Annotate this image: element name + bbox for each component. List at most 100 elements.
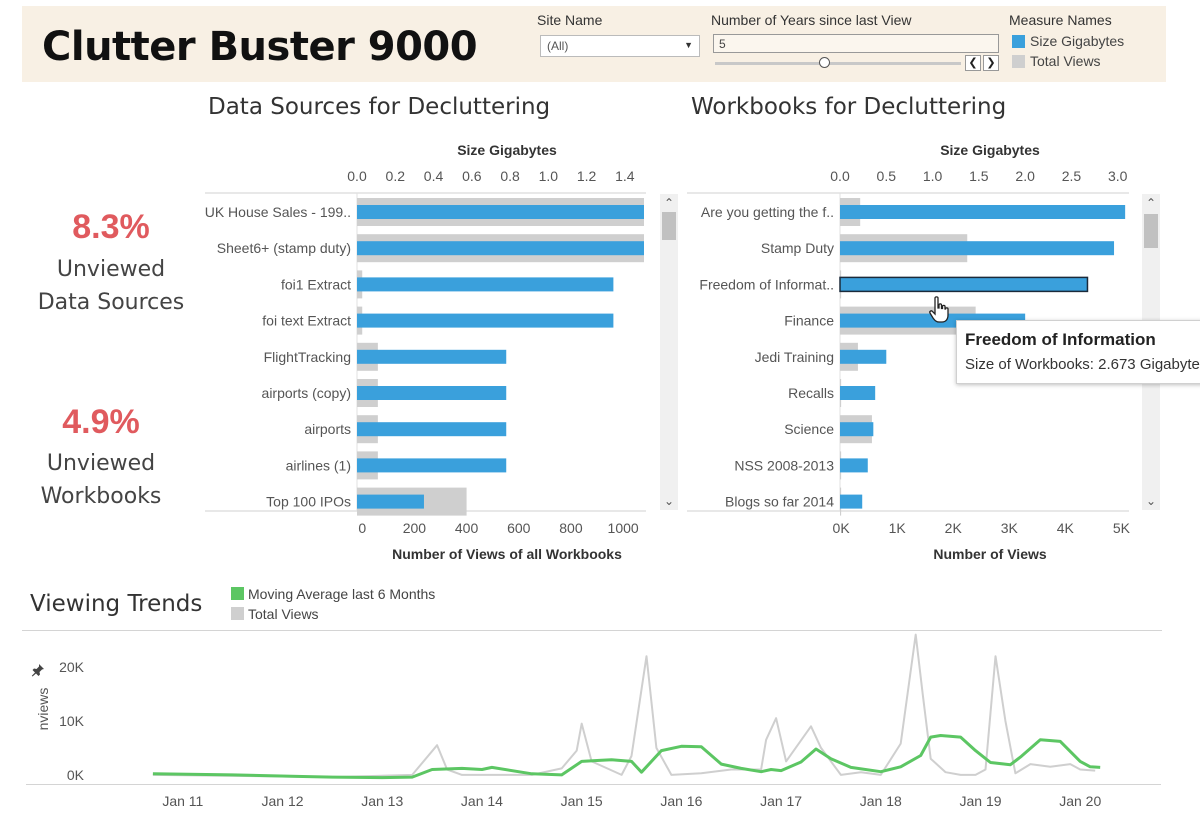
top-tick-label: 1.0	[923, 168, 943, 184]
category-label: airlines (1)	[286, 457, 351, 473]
size-bar	[840, 494, 863, 509]
size-bar	[840, 386, 876, 400]
category-label: UK House Sales - 199..	[205, 204, 351, 220]
ds-top-axis-title: Size Gigabytes	[457, 142, 557, 158]
chevron-right-icon: ❯	[986, 57, 996, 69]
category-label: NSS 2008-2013	[734, 457, 834, 473]
scroll-down-icon[interactable]: ⌄	[663, 494, 675, 508]
size-bar	[839, 276, 1089, 293]
bottom-tick-label: 4K	[1057, 520, 1075, 536]
category-label: Stamp Duty	[761, 240, 834, 256]
bottom-tick-label: 3K	[1001, 520, 1019, 536]
hand-cursor-icon	[929, 296, 949, 323]
ds-bottom-axis-title: Number of Views of all Workbooks	[392, 546, 622, 562]
x-tick-label: Jan 13	[361, 793, 403, 809]
size-bar	[840, 205, 1126, 219]
y-tick-label: 20K	[59, 659, 85, 675]
chevron-down-icon: ▼	[684, 40, 693, 50]
scroll-up-icon[interactable]: ⌃	[663, 196, 675, 210]
kpi-unviewed-data-sources-label: Unviewed Data Sources	[21, 253, 201, 319]
scroll-down-icon[interactable]: ⌄	[1145, 494, 1157, 508]
category-label: Sheet6+ (stamp duty)	[217, 240, 351, 256]
x-tick-label: Jan 18	[860, 793, 902, 809]
size-bar	[357, 313, 614, 328]
top-tick-label: 0.6	[462, 168, 482, 184]
kpi-unviewed-workbooks-value: 4.9%	[62, 403, 140, 441]
slider-decrement-button[interactable]: ❮	[965, 55, 981, 71]
category-label: FlightTracking	[264, 349, 351, 365]
x-tick-label: Jan 15	[561, 793, 603, 809]
scroll-thumb[interactable]	[1144, 214, 1158, 248]
x-tick-label: Jan 20	[1059, 793, 1101, 809]
legend-moving-average[interactable]: Moving Average last 6 Months	[248, 586, 436, 602]
category-label: airports	[304, 421, 351, 437]
years-label: Number of Years since last View	[711, 12, 912, 28]
size-bar	[357, 494, 424, 509]
x-tick-label: Jan 11	[162, 793, 203, 809]
years-input[interactable]: 5	[713, 34, 999, 53]
size-bar	[357, 277, 614, 292]
years-slider-handle[interactable]	[819, 57, 830, 68]
total-views-line	[152, 633, 1096, 779]
x-tick-label: Jan 17	[760, 793, 802, 809]
scroll-thumb[interactable]	[662, 212, 676, 240]
bottom-tick-label: 1K	[889, 520, 907, 536]
x-tick-label: Jan 16	[660, 793, 702, 809]
years-slider-track[interactable]	[715, 62, 961, 65]
slider-increment-button[interactable]: ❯	[983, 55, 999, 71]
pin-icon[interactable]	[31, 663, 45, 677]
top-tick-label: 1.5	[969, 168, 989, 184]
tooltip-body: Size of Workbooks: 2.673 Gigabytes	[965, 356, 1200, 373]
legend-total-views[interactable]: Total Views	[1030, 53, 1101, 69]
size-bar	[357, 458, 507, 473]
site-name-label: Site Name	[537, 12, 603, 28]
x-axis-line	[26, 784, 1161, 785]
site-name-value: (All)	[547, 39, 569, 53]
bottom-tick-label: 600	[507, 520, 531, 536]
x-tick-label: Jan 12	[262, 793, 304, 809]
bottom-tick-label: 0	[358, 520, 366, 536]
workbooks-title: Workbooks for Decluttering	[691, 94, 1007, 120]
measure-names-label: Measure Names	[1009, 12, 1112, 28]
top-tick-label: 0.8	[500, 168, 520, 184]
top-tick-label: 0.5	[877, 168, 897, 184]
top-tick-label: 0.4	[424, 168, 444, 184]
wb-bottom-axis-title: Number of Views	[933, 546, 1047, 562]
scroll-up-icon[interactable]: ⌃	[1145, 196, 1157, 210]
legend-total-views-trend[interactable]: Total Views	[248, 606, 319, 622]
legend-swatch-size	[1012, 35, 1025, 48]
bottom-tick-label: 200	[403, 520, 427, 536]
section-divider	[22, 630, 1162, 631]
top-tick-label: 0.0	[830, 168, 850, 184]
size-bar	[357, 349, 507, 364]
size-bar	[357, 386, 507, 400]
x-tick-label: Jan 19	[959, 793, 1001, 809]
data-sources-chart[interactable]: 0.0 0.2 0.4 0.6 0.8 1.0 1.2 1.4 0 200 400 600 800 100…	[0, 0, 680, 600]
bar-tooltip: Freedom of Information Size of Workbooks…	[956, 320, 1200, 384]
legend-size-gigabytes[interactable]: Size Gigabytes	[1030, 33, 1125, 49]
size-bar	[840, 422, 874, 437]
category-label: airports (copy)	[262, 385, 351, 401]
data-sources-title: Data Sources for Decluttering	[208, 94, 551, 120]
category-label: Top 100 IPOs	[266, 494, 351, 510]
kpi-label-line: Unviewed	[56, 257, 166, 282]
y-tick-label: 10K	[59, 713, 85, 729]
top-tick-label: 3.0	[1108, 168, 1128, 184]
y-axis-label: nviews	[35, 688, 51, 731]
category-label: Finance	[784, 313, 834, 329]
top-tick-label: 1.2	[577, 168, 597, 184]
bottom-tick-label: 800	[559, 520, 583, 536]
top-tick-label: 1.0	[539, 168, 559, 184]
bottom-tick-label: 1000	[608, 520, 639, 536]
moving-average-line	[152, 734, 1101, 780]
category-label: Recalls	[788, 385, 834, 401]
category-label: Science	[784, 421, 834, 437]
top-tick-label: 2.0	[1015, 168, 1035, 184]
y-tick-label: 0K	[67, 767, 85, 783]
size-bar	[840, 458, 868, 473]
kpi-label-line: Unviewed	[46, 451, 156, 476]
data-sources-scrollbar[interactable]: ⌃ ⌄	[660, 194, 678, 510]
site-name-dropdown[interactable]: (All) ▼	[540, 35, 700, 57]
legend-swatch-moving-average	[231, 587, 244, 600]
